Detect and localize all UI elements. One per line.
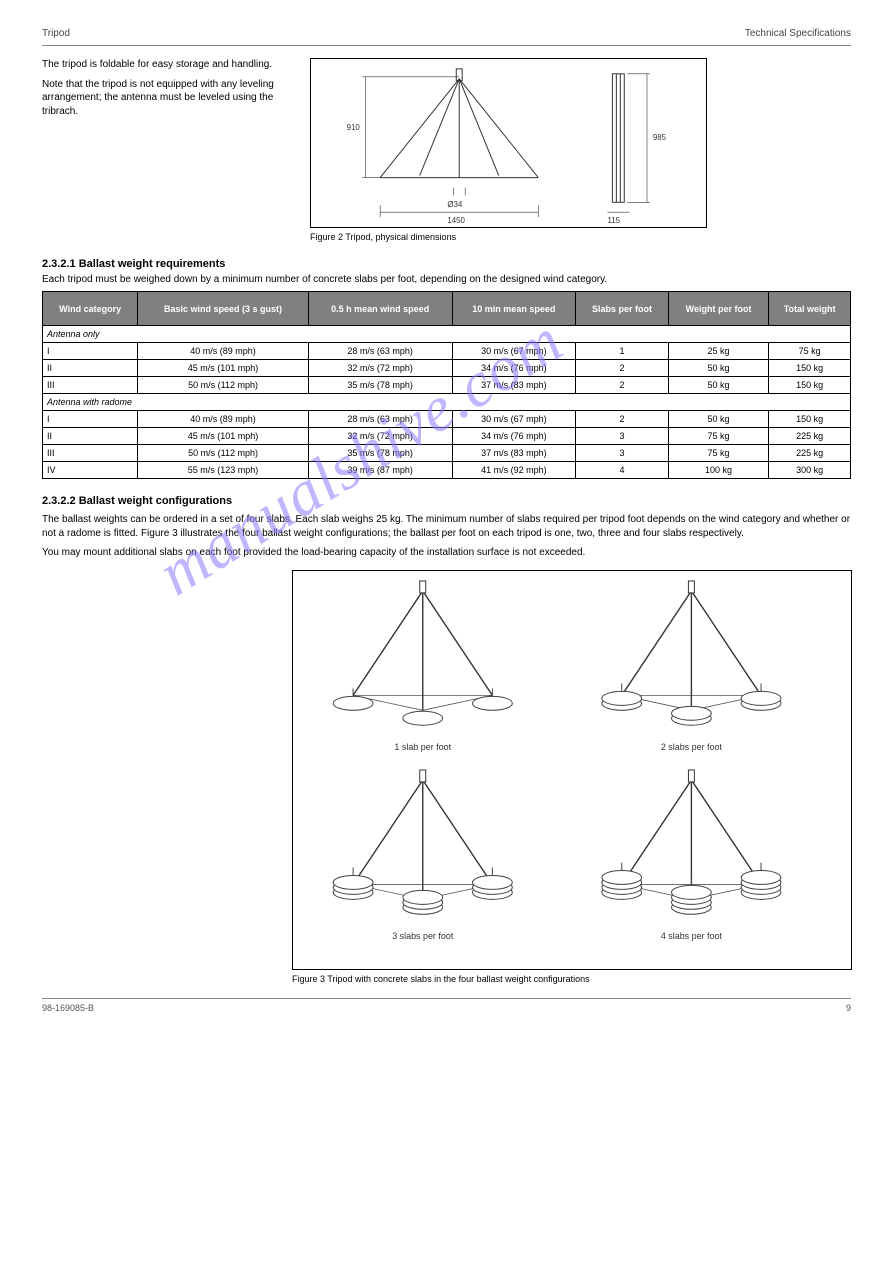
table-cell: 75 kg [668, 428, 768, 445]
table-cell: 50 m/s (112 mph) [138, 377, 309, 394]
table-section-row: Antenna with radome [43, 394, 851, 411]
table-row: I40 m/s (89 mph)28 m/s (63 mph)30 m/s (6… [43, 411, 851, 428]
table-cell: 3 [576, 428, 669, 445]
svg-text:1 slab per foot: 1 slab per foot [394, 742, 451, 752]
table-cell: 2 [576, 360, 669, 377]
table-cell: 40 m/s (89 mph) [138, 411, 309, 428]
dim-folded-w: 115 [607, 216, 620, 225]
th-2: 0.5 h mean wind speed [308, 292, 452, 326]
table-cell: 30 m/s (67 mph) [452, 411, 576, 428]
table-cell: 37 m/s (83 mph) [452, 445, 576, 462]
table-cell: 3 [576, 445, 669, 462]
table-cell: 30 m/s (67 mph) [452, 343, 576, 360]
config-body: The ballast weights can be ordered in a … [42, 513, 851, 560]
table-row: II45 m/s (101 mph)32 m/s (72 mph)34 m/s … [43, 360, 851, 377]
table-cell: III [43, 377, 138, 394]
table-cell: 4 [576, 462, 669, 479]
svg-text:4 slabs per foot: 4 slabs per foot [661, 931, 723, 941]
table-cell: IV [43, 462, 138, 479]
table-cell: 35 m/s (78 mph) [308, 377, 452, 394]
table-row: III50 m/s (112 mph)35 m/s (78 mph)37 m/s… [43, 377, 851, 394]
figure-2-box: 1 slab per foot 2 slabs per foot 3 slabs p… [292, 570, 852, 970]
th-0: Wind category [43, 292, 138, 326]
intro-p2: Note that the tripod is not equipped wit… [42, 78, 292, 119]
header-left: Tripod [42, 28, 70, 39]
table-cell: 50 kg [668, 411, 768, 428]
table-cell: 50 m/s (112 mph) [138, 445, 309, 462]
table-cell: 28 m/s (63 mph) [308, 411, 452, 428]
config-p2: You may mount additional slabs on each f… [42, 546, 851, 560]
table-title: 2.3.2.1 Ballast weight requirements [42, 258, 851, 270]
dim-footprint: 1450 [447, 216, 465, 225]
table-cell: 37 m/s (83 mph) [452, 377, 576, 394]
th-4: Slabs per foot [576, 292, 669, 326]
table-cell: 50 kg [668, 360, 768, 377]
table-cell: 225 kg [769, 428, 851, 445]
table-cell: 100 kg [668, 462, 768, 479]
ballast-table: Wind category Basic wind speed (3 s gust… [42, 291, 851, 479]
table-cell: 32 m/s (72 mph) [308, 360, 452, 377]
table-cell: 300 kg [769, 462, 851, 479]
svg-text:3 slabs per foot: 3 slabs per foot [392, 931, 454, 941]
table-cell: 75 kg [769, 343, 851, 360]
th-6: Total weight [769, 292, 851, 326]
table-cell: 34 m/s (76 mph) [452, 428, 576, 445]
table-cell: 34 m/s (76 mph) [452, 360, 576, 377]
table-row: IV55 m/s (123 mph)39 m/s (87 mph)41 m/s … [43, 462, 851, 479]
table-cell: I [43, 411, 138, 428]
table-row: III50 m/s (112 mph)35 m/s (78 mph)37 m/s… [43, 445, 851, 462]
table-cell: 55 m/s (123 mph) [138, 462, 309, 479]
table-cell: 45 m/s (101 mph) [138, 428, 309, 445]
table-cell: 39 m/s (87 mph) [308, 462, 452, 479]
table-cell: III [43, 445, 138, 462]
table-cell: II [43, 360, 138, 377]
table-subtitle: Each tripod must be weighed down by a mi… [42, 274, 851, 285]
config-title: 2.3.2.2 Ballast weight configurations [42, 495, 851, 507]
table-row: I40 m/s (89 mph)28 m/s (63 mph)30 m/s (6… [43, 343, 851, 360]
figure-1-box: 910 Ø34 1450 115 985 [310, 58, 707, 228]
table-cell: 2 [576, 377, 669, 394]
footer: 98-169085-B 9 [42, 998, 851, 1013]
intro-block: The tripod is foldable for easy storage … [42, 58, 292, 242]
table-cell: 2 [576, 411, 669, 428]
table-cell: 32 m/s (72 mph) [308, 428, 452, 445]
table-cell: 25 kg [668, 343, 768, 360]
table-cell: 41 m/s (92 mph) [452, 462, 576, 479]
header-right: Technical Specifications [745, 28, 851, 39]
table-cell: 28 m/s (63 mph) [308, 343, 452, 360]
svg-text:2 slabs per foot: 2 slabs per foot [661, 742, 723, 752]
table-cell: 35 m/s (78 mph) [308, 445, 452, 462]
table-row: II45 m/s (101 mph)32 m/s (72 mph)34 m/s … [43, 428, 851, 445]
table-cell: I [43, 343, 138, 360]
footer-doc: 98-169085-B [42, 1003, 94, 1013]
table-cell: 150 kg [769, 411, 851, 428]
figure-2-caption: Figure 3 Tripod with concrete slabs in t… [292, 974, 851, 984]
header-rule [42, 45, 851, 46]
table-cell: 75 kg [668, 445, 768, 462]
dim-folded-h: 985 [653, 133, 667, 142]
config-p1: The ballast weights can be ordered in a … [42, 513, 851, 540]
table-section-label: Antenna only [43, 326, 851, 343]
footer-page: 9 [846, 1003, 851, 1013]
table-cell: II [43, 428, 138, 445]
table-cell: 40 m/s (89 mph) [138, 343, 309, 360]
th-1: Basic wind speed (3 s gust) [138, 292, 309, 326]
dim-diameter: Ø34 [447, 200, 463, 209]
table-cell: 50 kg [668, 377, 768, 394]
table-cell: 1 [576, 343, 669, 360]
table-header-row: Wind category Basic wind speed (3 s gust… [43, 292, 851, 326]
dim-height: 910 [347, 123, 361, 132]
table-cell: 45 m/s (101 mph) [138, 360, 309, 377]
th-5: Weight per foot [668, 292, 768, 326]
table-cell: 225 kg [769, 445, 851, 462]
figure-1-caption: Figure 2 Tripod, physical dimensions [310, 232, 707, 242]
table-cell: 150 kg [769, 377, 851, 394]
table-section-label: Antenna with radome [43, 394, 851, 411]
th-3: 10 min mean speed [452, 292, 576, 326]
intro-p1: The tripod is foldable for easy storage … [42, 58, 292, 72]
table-section-row: Antenna only [43, 326, 851, 343]
table-cell: 150 kg [769, 360, 851, 377]
